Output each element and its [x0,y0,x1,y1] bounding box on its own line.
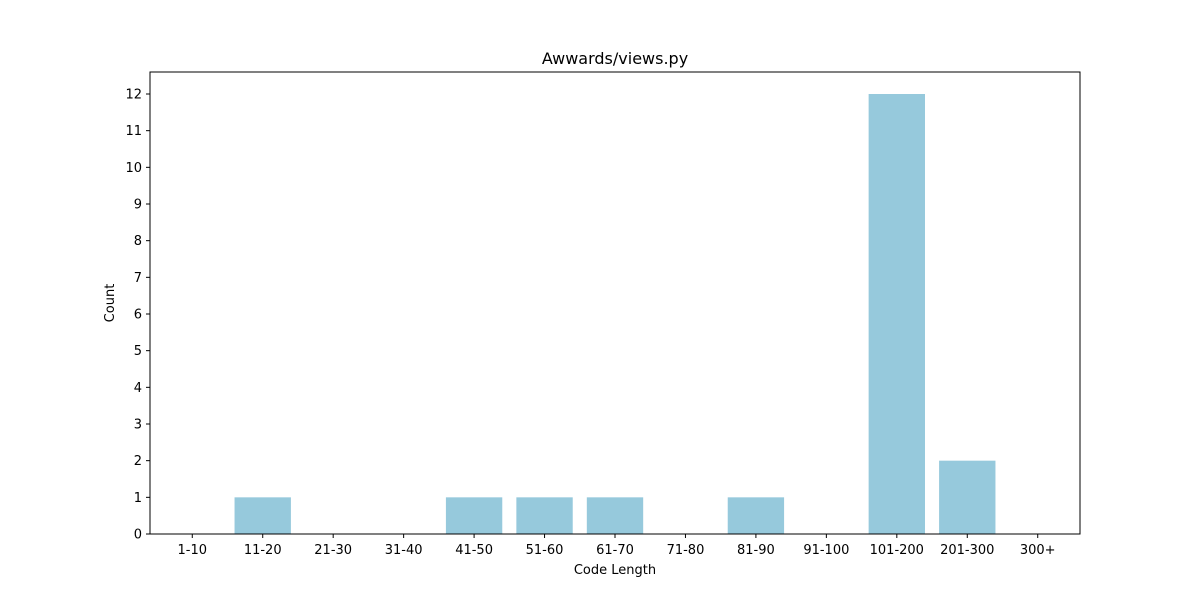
y-tick-label: 7 [134,271,142,286]
y-tick-label: 6 [134,308,142,323]
bar-101-200 [868,94,925,534]
x-tick-label: 1-10 [178,543,208,558]
x-tick-label: 51-60 [526,543,564,558]
chart-title: Awwards/views.py [542,49,688,68]
y-tick-label: 5 [134,344,142,359]
y-tick-label: 8 [134,234,142,249]
bar-41-50 [445,497,503,534]
bar-11-20 [234,497,291,534]
y-tick-label: 4 [134,381,142,396]
bar-51-60 [516,497,573,534]
y-tick-label: 2 [134,454,142,469]
bar-81-90 [727,497,785,534]
x-tick-label: 101-200 [870,543,924,558]
x-tick-label: 41-50 [455,543,493,558]
x-axis-label: Code Length [574,563,656,578]
x-tick-label: 71-80 [667,543,705,558]
y-tick-label: 9 [134,198,142,213]
x-tick-label: 81-90 [737,543,775,558]
x-axis-ticks: 1-10 11-20 21-30 31-40 41-50 51-60 61-70 71-80 8… [178,534,1056,558]
y-tick-label: 3 [134,418,142,433]
bar-61-70 [586,497,644,534]
y-tick-label: 11 [125,124,142,139]
bars-layer [234,94,996,534]
y-tick-label: 12 [125,88,142,103]
x-tick-label: 11-20 [244,543,282,558]
x-tick-label: 21-30 [314,543,352,558]
x-tick-label: 61-70 [596,543,634,558]
plot-area-frame [149,71,1081,535]
y-tick-label: 10 [125,161,142,176]
bar-201-300 [939,460,996,534]
x-tick-label: 300+ [1020,543,1056,558]
y-axis-label: Count [103,284,118,323]
x-tick-label: 31-40 [385,543,423,558]
x-tick-label: 91-100 [803,543,849,558]
y-tick-label: 0 [134,528,142,543]
y-tick-label: 1 [134,491,142,506]
x-tick-label: 201-300 [940,543,994,558]
